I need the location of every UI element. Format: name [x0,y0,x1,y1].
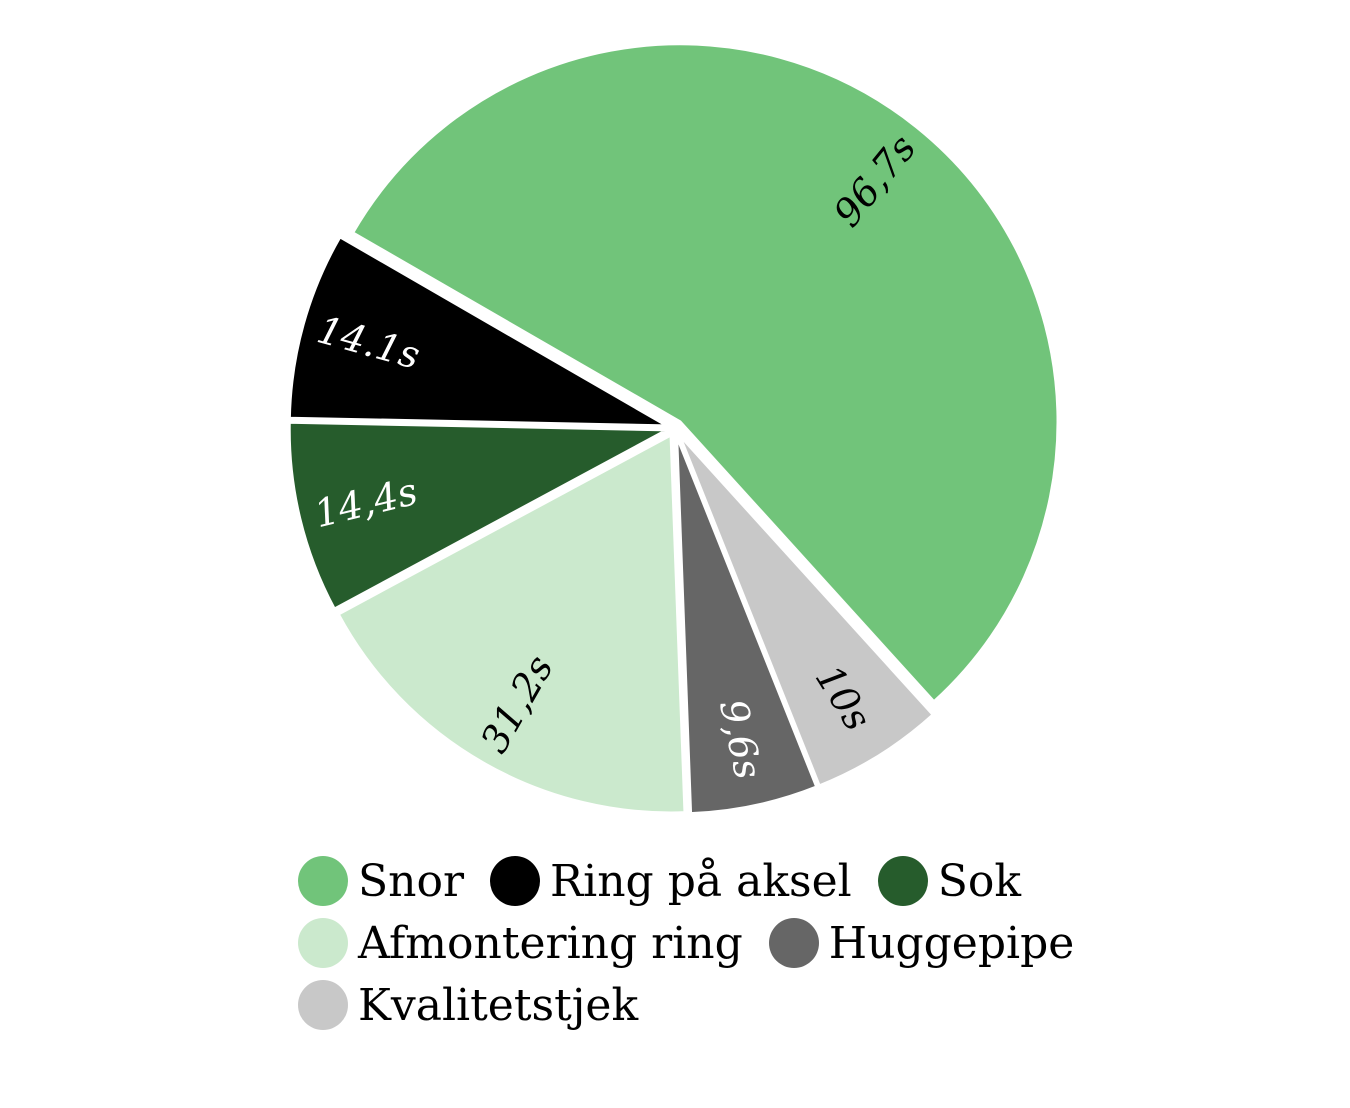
legend-item: Sok [877,855,1021,907]
pie-slice-sok [287,420,673,612]
legend-item: Afmontering ring [298,918,743,969]
legend-swatch [298,856,348,906]
pie-slice-ring-p-aksel [287,234,669,428]
legend-swatch [298,918,348,968]
legend-swatch [490,856,541,906]
legend-row: Snor Ring på aksel Sok [298,850,1198,912]
legend-row: Afmontering ring Huggepipe [298,912,1198,974]
legend-label: Huggepipe [828,917,1075,969]
legend-swatch [768,918,819,968]
legend-item: Kvalitetstjek [298,980,638,1031]
legend-swatch [298,980,348,1030]
legend-item: Ring på aksel [490,856,852,907]
legend-label: Kvalitetstjek [358,979,639,1031]
legend: Snor Ring på aksel Sok Afmontering ring Hugg… [298,850,1198,1036]
legend-label: Ring på aksel [550,855,852,907]
legend-label: Snor [358,855,465,907]
legend-row: Kvalitetstjek [298,974,1198,1036]
pie-slice-afmontering-ring [336,432,687,815]
legend-label: Sok [937,855,1021,907]
pie-slice-snor [350,42,1060,704]
legend-label: Afmontering ring [358,917,743,969]
pie-slice-kvalitetstjek [677,433,936,788]
legend-swatch [877,856,928,906]
pie-slice-huggepipe [675,435,819,816]
legend-item: Huggepipe [768,917,1075,969]
legend-item: Snor [298,856,464,907]
